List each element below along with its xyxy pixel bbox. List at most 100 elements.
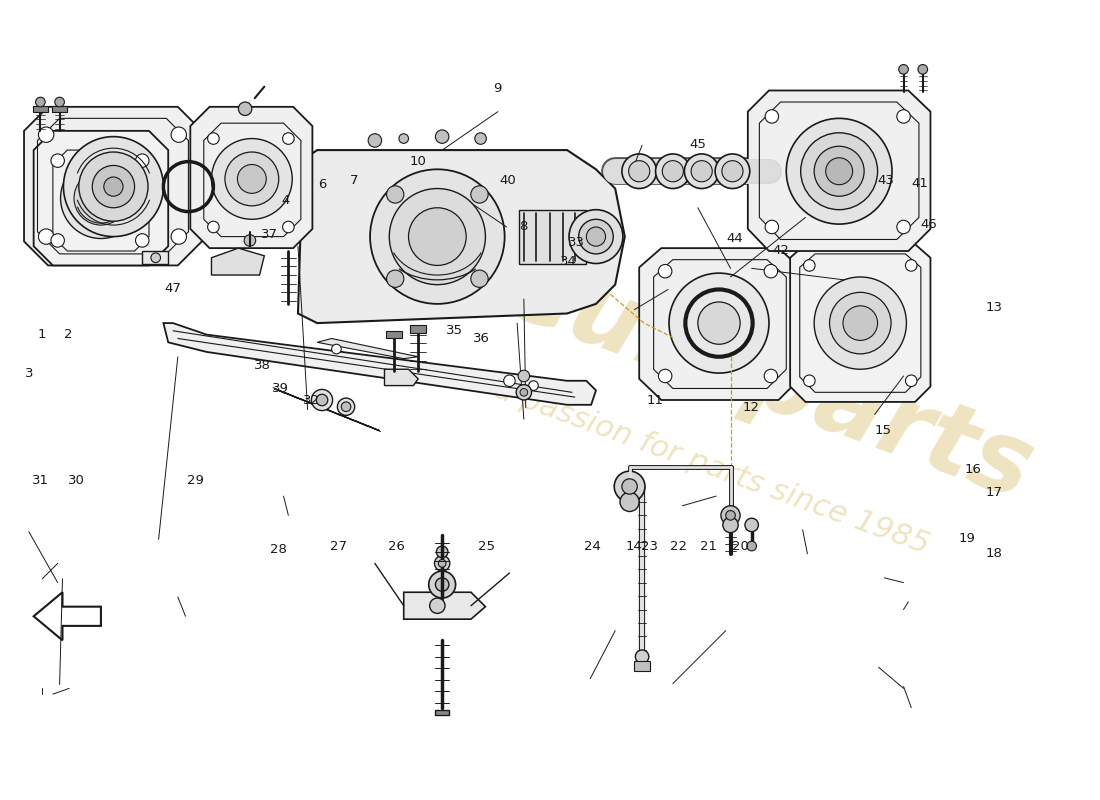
Circle shape — [437, 546, 448, 558]
Circle shape — [92, 166, 134, 208]
Circle shape — [368, 134, 382, 147]
Circle shape — [429, 571, 455, 598]
Circle shape — [208, 133, 219, 144]
Text: 10: 10 — [409, 155, 426, 168]
Circle shape — [55, 98, 65, 107]
Polygon shape — [52, 106, 67, 112]
Circle shape — [669, 273, 769, 373]
Circle shape — [386, 270, 404, 287]
Circle shape — [722, 161, 742, 182]
Circle shape — [569, 210, 623, 263]
Circle shape — [684, 154, 719, 189]
Circle shape — [208, 222, 219, 233]
Text: 33: 33 — [568, 236, 585, 249]
Text: 3: 3 — [25, 366, 34, 379]
Text: 7: 7 — [350, 174, 359, 187]
Text: 19: 19 — [959, 532, 976, 545]
Circle shape — [691, 161, 713, 182]
Circle shape — [471, 186, 488, 203]
Circle shape — [436, 578, 449, 591]
Circle shape — [715, 154, 750, 189]
Circle shape — [826, 158, 852, 185]
Polygon shape — [317, 338, 418, 358]
Text: 28: 28 — [270, 543, 286, 557]
Circle shape — [172, 229, 187, 244]
Text: 25: 25 — [477, 540, 495, 553]
Circle shape — [51, 154, 65, 167]
Text: 45: 45 — [690, 138, 706, 151]
Polygon shape — [385, 370, 418, 386]
Polygon shape — [24, 107, 202, 266]
Circle shape — [103, 177, 123, 196]
Text: 37: 37 — [261, 228, 278, 241]
Circle shape — [620, 492, 639, 511]
Text: 30: 30 — [68, 474, 85, 487]
Circle shape — [905, 375, 917, 386]
Text: 24: 24 — [584, 540, 601, 553]
Text: 29: 29 — [187, 474, 204, 487]
Polygon shape — [386, 330, 402, 338]
Circle shape — [662, 161, 683, 182]
Circle shape — [60, 158, 141, 238]
Circle shape — [659, 265, 672, 278]
Text: 13: 13 — [986, 302, 1002, 314]
Circle shape — [656, 154, 690, 189]
Circle shape — [238, 165, 266, 194]
Text: 12: 12 — [742, 401, 759, 414]
Circle shape — [899, 65, 909, 74]
Text: 11: 11 — [647, 394, 664, 406]
Polygon shape — [639, 248, 800, 400]
Circle shape — [621, 479, 637, 494]
Circle shape — [79, 152, 148, 222]
Circle shape — [316, 394, 328, 406]
Circle shape — [35, 98, 45, 107]
Circle shape — [51, 234, 65, 247]
Circle shape — [39, 229, 54, 244]
Polygon shape — [142, 251, 168, 263]
Circle shape — [747, 542, 757, 551]
Circle shape — [814, 146, 865, 196]
Circle shape — [386, 186, 404, 203]
Text: 22: 22 — [670, 540, 688, 553]
Circle shape — [436, 130, 449, 143]
Circle shape — [896, 220, 911, 234]
Polygon shape — [404, 592, 485, 619]
Circle shape — [804, 375, 815, 386]
Circle shape — [520, 389, 528, 396]
Text: 36: 36 — [473, 332, 490, 345]
Text: 44: 44 — [726, 232, 744, 245]
Circle shape — [766, 110, 779, 123]
Circle shape — [905, 260, 917, 271]
Circle shape — [804, 260, 815, 271]
Circle shape — [172, 127, 187, 142]
Text: 31: 31 — [32, 474, 48, 487]
Circle shape — [579, 219, 614, 254]
Circle shape — [471, 270, 488, 287]
Circle shape — [829, 292, 891, 354]
Polygon shape — [274, 389, 379, 430]
Polygon shape — [164, 323, 596, 405]
Text: europarts: europarts — [493, 241, 1045, 521]
Text: 46: 46 — [920, 218, 937, 231]
Circle shape — [764, 265, 778, 278]
Circle shape — [636, 650, 649, 663]
Circle shape — [814, 277, 906, 370]
Circle shape — [723, 518, 738, 533]
Text: 14: 14 — [626, 540, 642, 553]
Text: 26: 26 — [388, 540, 405, 553]
Polygon shape — [33, 106, 48, 112]
Text: 42: 42 — [772, 243, 789, 257]
Circle shape — [659, 370, 672, 382]
Circle shape — [504, 375, 515, 386]
Text: 43: 43 — [878, 174, 894, 187]
Text: 47: 47 — [164, 282, 180, 295]
Circle shape — [697, 302, 740, 344]
Text: a passion for parts since 1985: a passion for parts since 1985 — [490, 375, 933, 560]
Circle shape — [408, 208, 466, 266]
Circle shape — [586, 227, 606, 246]
Circle shape — [764, 370, 778, 382]
Circle shape — [518, 370, 529, 382]
Text: 6: 6 — [318, 178, 327, 191]
Circle shape — [338, 398, 354, 415]
Text: 1: 1 — [39, 328, 46, 341]
